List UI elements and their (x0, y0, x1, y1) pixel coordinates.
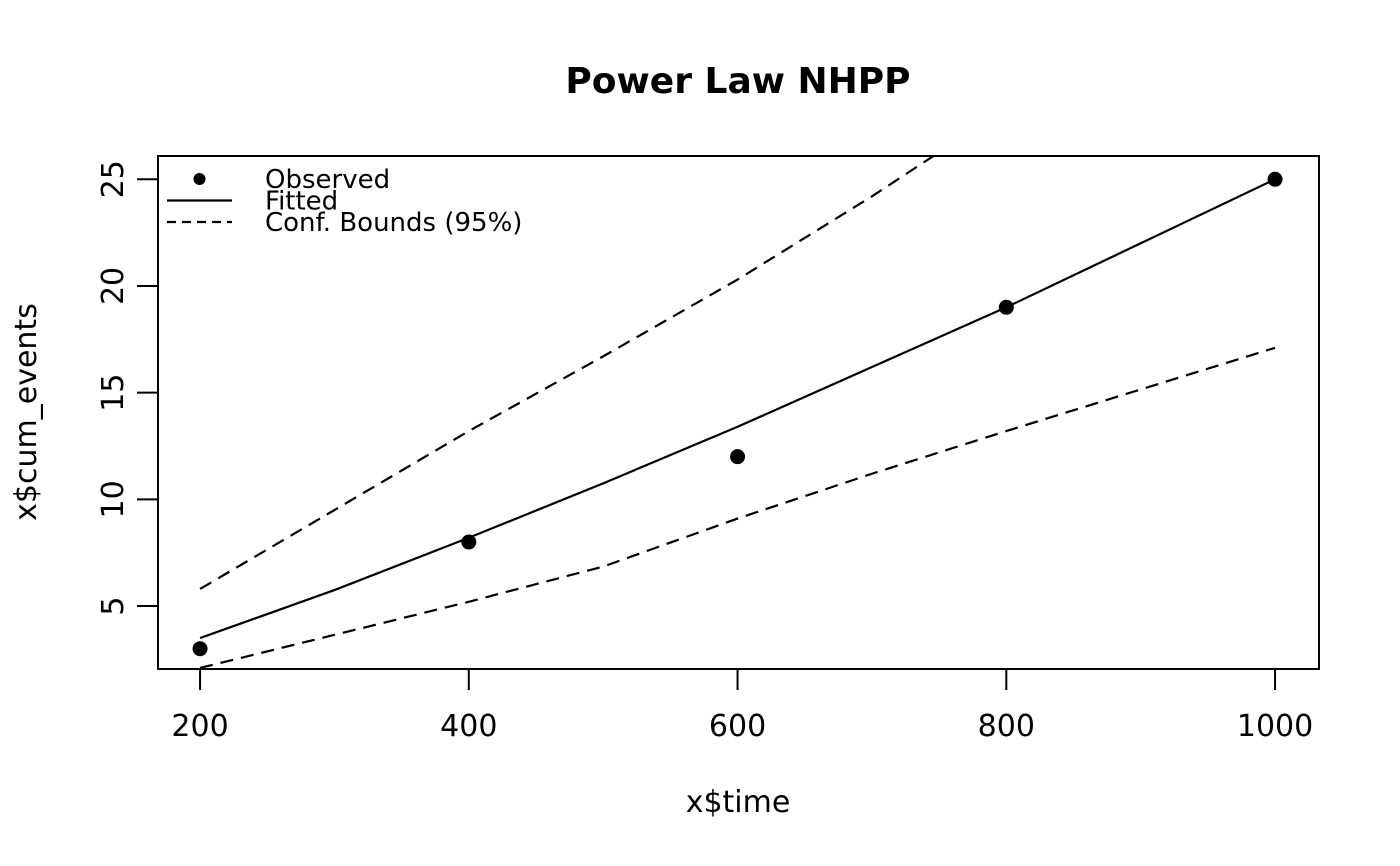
observed-point (192, 641, 208, 657)
x-tick-label: 400 (440, 709, 497, 744)
legend-label: Conf. Bounds (95%) (265, 208, 522, 238)
x-tick-label: 200 (171, 709, 228, 744)
series (192, 156, 1283, 669)
y-tick-label: 20 (96, 267, 131, 305)
y-tick-label: 25 (96, 160, 131, 198)
chart-title: Power Law NHPP (565, 61, 910, 102)
observed-point (998, 299, 1014, 315)
axes: 200 400 600 800 1000 5 10 15 20 25 (96, 160, 1313, 744)
legend-point-marker (193, 173, 206, 185)
y-tick-label: 10 (96, 480, 131, 518)
observed-point (1267, 171, 1283, 187)
y-tick-label: 5 (96, 597, 131, 616)
x-tick-label: 1000 (1237, 709, 1313, 744)
legend-label: Fitted (265, 187, 338, 217)
y-tick-label: 15 (96, 374, 131, 412)
x-axis-label: x$time (686, 785, 791, 820)
observed-point (730, 449, 746, 465)
observed-point (461, 534, 477, 550)
legend-label: Observed (265, 165, 390, 195)
fitted-line (199, 178, 1276, 640)
upper-conf-bound-line (199, 156, 935, 590)
y-axis-label: x$cum_events (9, 303, 44, 521)
lower-conf-bound-line (199, 346, 1276, 669)
x-tick-label: 800 (978, 709, 1035, 744)
x-tick-label: 600 (709, 709, 766, 744)
